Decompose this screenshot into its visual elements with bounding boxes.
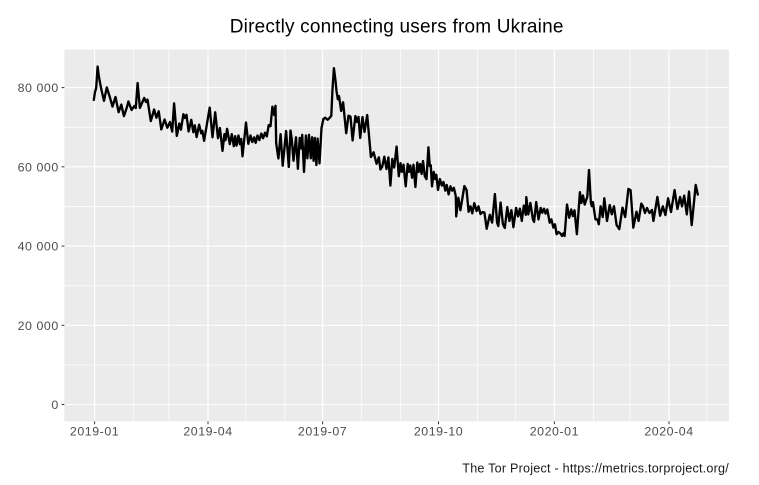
svg-text:40 000: 40 000 xyxy=(18,240,59,254)
svg-text:2019-07: 2019-07 xyxy=(298,425,347,439)
svg-text:The Tor Project - https://metr: The Tor Project - https://metrics.torpro… xyxy=(462,462,729,476)
svg-text:2020-01: 2020-01 xyxy=(530,425,579,439)
svg-text:0: 0 xyxy=(51,398,58,412)
svg-text:80 000: 80 000 xyxy=(18,81,59,95)
svg-text:2019-01: 2019-01 xyxy=(70,425,119,439)
svg-text:Directly connecting users from: Directly connecting users from Ukraine xyxy=(230,16,564,37)
svg-text:60 000: 60 000 xyxy=(18,160,59,174)
svg-text:2019-10: 2019-10 xyxy=(414,425,463,439)
svg-text:2020-04: 2020-04 xyxy=(644,425,693,439)
svg-text:20 000: 20 000 xyxy=(18,319,59,333)
svg-text:2019-04: 2019-04 xyxy=(183,425,232,439)
